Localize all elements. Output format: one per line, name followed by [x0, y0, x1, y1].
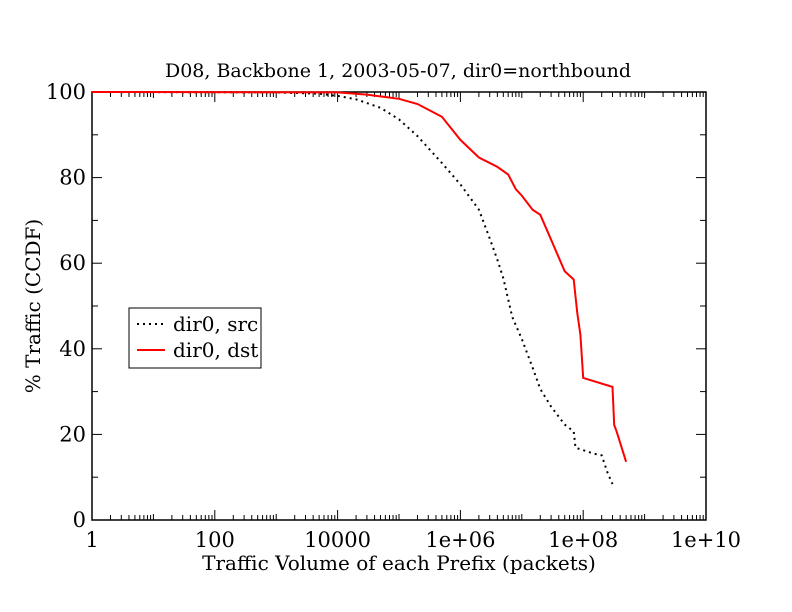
x-tick-label: 1e+08 — [548, 528, 618, 552]
legend-label-dst: dir0, dst — [173, 338, 258, 362]
x-tick-label: 1e+10 — [671, 528, 741, 552]
series-line-0 — [91, 91, 614, 485]
plot-area: 1 100 10000 1e+06 1e+08 1e+10 0 20 40 60 80 100 — [46, 80, 741, 552]
legend: dir0, src dir0, dst — [128, 307, 262, 369]
x-tick-label: 1e+06 — [425, 528, 495, 552]
chart-title: D08, Backbone 1, 2003-05-07, dir0=northb… — [165, 60, 631, 82]
series-lines — [91, 91, 628, 485]
y-tick-label: 100 — [46, 80, 86, 104]
plot-frame — [91, 91, 707, 521]
tick-marks — [91, 91, 707, 521]
x-tick-label: 100 — [195, 528, 235, 552]
y-tick-label: 20 — [59, 422, 86, 446]
y-tick-label: 0 — [73, 508, 86, 532]
y-tick-label: 80 — [59, 166, 86, 190]
legend-box — [128, 307, 262, 369]
legend-label-src: dir0, src — [173, 312, 258, 336]
y-tick-label: 60 — [59, 251, 86, 275]
series-line-1 — [91, 91, 628, 463]
y-tick-labels: 0 20 40 60 80 100 — [46, 80, 86, 532]
x-tick-label: 1 — [85, 528, 98, 552]
x-axis-label: Traffic Volume of each Prefix (packets) — [202, 551, 596, 575]
x-tick-labels: 1 100 10000 1e+06 1e+08 1e+10 — [85, 528, 741, 552]
x-tick-label: 10000 — [304, 528, 371, 552]
y-axis-label: % Traffic (CCDF) — [21, 219, 45, 393]
y-tick-label: 40 — [59, 337, 86, 361]
